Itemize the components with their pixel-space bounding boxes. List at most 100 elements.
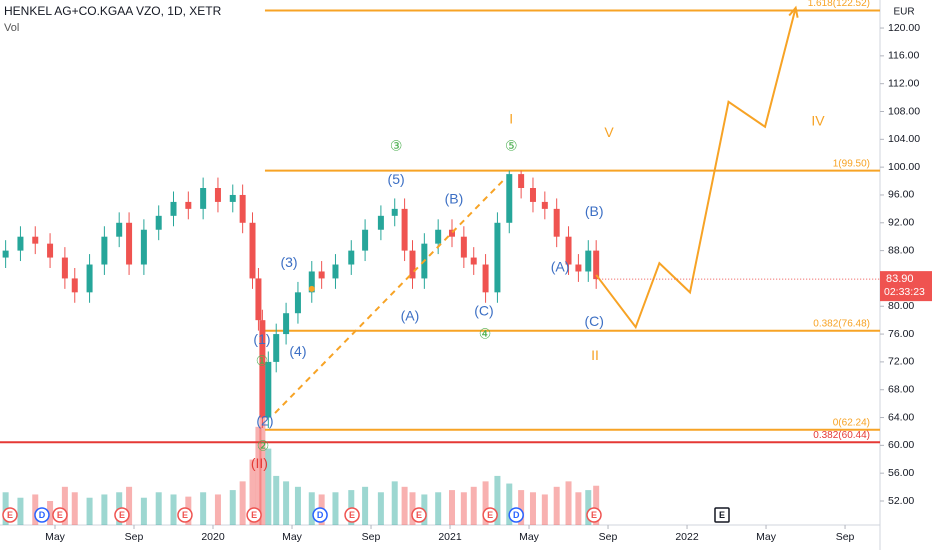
fib-level-label: 1(99.50) [833,158,870,169]
wave-label: II [591,347,599,363]
y-tick-label: 104.00 [888,133,920,145]
volume-bar [255,426,262,525]
volume-bar [593,485,600,525]
x-tick-label: May [282,531,303,543]
volume-bar [140,497,147,525]
candle-body [294,292,301,314]
arrowhead [788,5,799,18]
y-tick-label: 108.00 [888,105,920,117]
candle-body [170,201,177,216]
x-tick-label: Sep [599,531,618,543]
y-tick-label: 96.00 [888,189,914,201]
volume-bar [448,490,455,525]
volume-bar [470,486,477,525]
currency: EUR [893,7,914,18]
candle-body [265,361,272,418]
candle-body [249,222,256,279]
volume-bar [308,492,315,525]
volume-bar [229,490,236,525]
event-label: E [719,510,725,520]
candle-body [565,236,572,265]
candle-body [506,174,513,223]
candle-body [273,334,280,362]
volume-bar [200,492,207,525]
wave-label: ③ [390,138,403,154]
y-tick-label: 68.00 [888,383,914,395]
candle-body [71,278,78,293]
volume-bar [529,492,536,525]
volume-bar [283,481,290,525]
candle-body [460,236,467,258]
candle-body [116,222,123,237]
volume-bar [391,481,398,525]
volume-bar [155,492,162,525]
volume-bar [362,486,369,525]
candle-body [332,264,339,279]
volume-bar [506,483,513,525]
marker-dot [308,285,315,292]
wave-label: (5) [388,171,405,187]
volume-bar [126,486,133,525]
wave-label: V [604,124,614,140]
volume-bar [332,492,339,525]
chart-title: HENKEL AG+CO.KGAA VZO, 1D, XETR [4,4,222,18]
volume-bar [294,486,301,525]
volume-bar [71,492,78,525]
y-tick-label: 76.00 [888,328,914,340]
x-tick-label: 2021 [438,531,462,543]
wave-label: (C) [474,303,493,319]
wave-label: (A) [401,307,420,323]
event-icon [2,507,18,523]
volume-bar [518,490,525,525]
wave-label: IV [811,113,825,129]
wave-label: ⑤ [505,138,518,154]
wave-label: (B) [445,191,464,207]
event-icon [246,507,262,523]
y-tick-label: 52.00 [888,495,914,507]
candle-body [229,194,236,202]
x-tick-label: Sep [362,531,381,543]
wave-label: ④ [479,325,492,341]
event-icon [411,507,427,523]
y-tick-label: 60.00 [888,439,914,451]
candle-body [200,188,207,209]
x-tick-label: May [756,531,777,543]
volume-bar [47,501,54,525]
volume-bar [460,492,467,525]
x-tick-label: May [519,531,540,543]
event-icon [482,507,498,523]
volume-bar [565,481,572,525]
event-label: E [591,510,597,520]
event-icon [34,507,50,523]
candle-body [377,215,384,230]
wave-label: (4) [289,343,306,359]
candle-body [61,257,68,279]
fib-level-label: 0.382(76.48) [813,318,870,329]
event-label: E [182,510,188,520]
event-label: E [251,510,257,520]
candle-body [435,229,442,244]
event-icon [714,507,730,523]
candle-body [283,313,290,335]
plot: 1.618(122.52) 1(99.50) 0.382(76.48) 0(62.24… [0,0,880,525]
candle-body [409,250,416,279]
wave-label: (C) [584,313,603,329]
candle-body [259,320,266,418]
wave-label: (B) [585,203,604,219]
volume-label: Vol [4,22,19,34]
volume-bar [377,492,384,525]
volume-bar [239,481,246,525]
candle-body [318,271,325,279]
volume-bar [32,494,39,525]
candle-body [448,229,455,237]
y-tick-label: 56.00 [888,467,914,479]
event-icon [586,507,602,523]
candle-body [185,201,192,209]
volume-bar [214,494,221,525]
event-label: D [317,510,324,520]
candle-body [362,229,369,251]
y-tick-label: 120.00 [888,22,920,34]
volume-bar [494,475,501,525]
event-icon [508,507,524,523]
